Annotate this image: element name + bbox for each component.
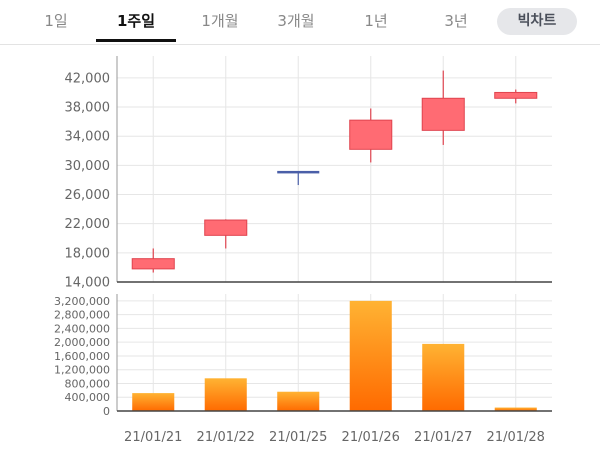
candle-body <box>204 219 248 236</box>
tab-3-month[interactable]: 3개월 <box>277 12 315 30</box>
tab-1-year[interactable]: 1년 <box>364 12 388 30</box>
date-tick-label: 21/01/21 <box>124 430 182 445</box>
price-tick-label: 38,000 <box>65 101 111 116</box>
tab-1-day[interactable]: 1일 <box>44 12 68 30</box>
date-tick-label: 21/01/25 <box>269 430 327 445</box>
volume-bar <box>494 407 537 411</box>
volume-tick-label: 1,600,000 <box>54 350 110 363</box>
tab-1-week[interactable]: 1주일 <box>116 12 156 30</box>
volume-bar <box>277 391 320 411</box>
stock-chart: 42,000 38,000 34,000 30,000 26,000 22,000 18,0… <box>54 56 552 445</box>
price-tick-label: 34,000 <box>65 130 111 145</box>
volume-tick-label: 400,000 <box>65 391 111 404</box>
big-chart-button[interactable]: 빅차트 <box>497 8 577 35</box>
volume-tick-label: 2,800,000 <box>54 309 110 322</box>
date-tick-label: 21/01/27 <box>414 430 472 445</box>
price-tick-label: 22,000 <box>65 217 111 232</box>
candle-body <box>131 258 175 270</box>
tab-1-month[interactable]: 1개월 <box>201 12 239 30</box>
volume-tick-label: 2,400,000 <box>54 322 110 335</box>
date-tick-label: 21/01/22 <box>197 430 255 445</box>
volume-bar <box>422 343 465 411</box>
candle-body <box>421 97 465 131</box>
period-tab-bar: 1일 1주일 1개월 3개월 1년 3년 빅차트 <box>0 0 600 45</box>
candle-body <box>349 119 393 150</box>
price-tick-label: 42,000 <box>65 71 111 86</box>
date-tick-label: 21/01/26 <box>342 430 400 445</box>
volume-bar <box>349 300 392 411</box>
candle-body <box>277 170 320 174</box>
volume-bar <box>204 378 247 411</box>
price-tick-label: 18,000 <box>65 246 111 261</box>
volume-tick-label: 1,200,000 <box>54 364 110 377</box>
volume-tick-label: 0 <box>103 405 110 418</box>
candle-body <box>494 91 538 99</box>
price-tick-label: 30,000 <box>65 159 111 174</box>
date-tick-label: 21/01/28 <box>487 430 545 445</box>
volume-tick-label: 800,000 <box>65 377 111 390</box>
volume-tick-label: 3,200,000 <box>54 295 110 308</box>
price-tick-label: 14,000 <box>65 276 111 291</box>
price-tick-label: 26,000 <box>65 188 111 203</box>
volume-bar <box>132 393 175 411</box>
tab-3-year[interactable]: 3년 <box>444 12 468 30</box>
active-tab-indicator <box>96 39 176 42</box>
volume-tick-label: 2,000,000 <box>54 336 110 349</box>
